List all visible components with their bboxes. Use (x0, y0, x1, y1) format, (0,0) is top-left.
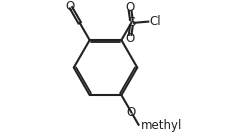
Text: O: O (125, 32, 134, 45)
Text: methyl: methyl (140, 119, 181, 132)
Text: O: O (65, 0, 75, 13)
Text: S: S (127, 16, 135, 29)
Text: Cl: Cl (149, 15, 160, 28)
Text: O: O (126, 106, 135, 119)
Text: O: O (125, 1, 134, 14)
